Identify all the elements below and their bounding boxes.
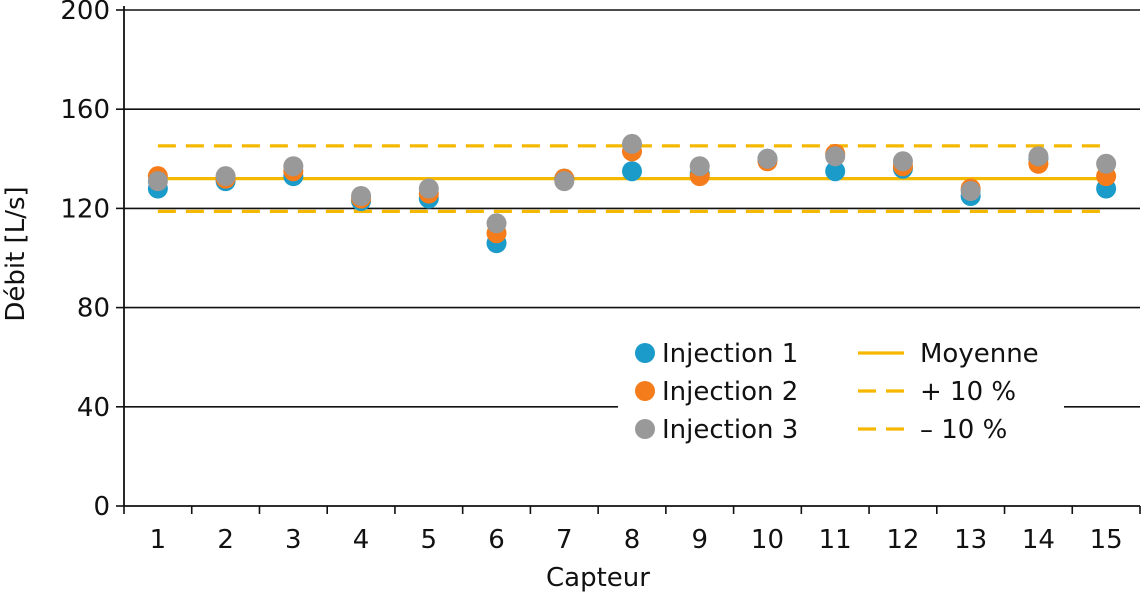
x-tick-label: 3 bbox=[285, 525, 302, 555]
x-tick-label: 7 bbox=[556, 525, 573, 555]
data-point bbox=[215, 166, 236, 187]
x-tick-label: 6 bbox=[488, 525, 505, 555]
y-tick-label: 40 bbox=[77, 393, 110, 423]
data-point bbox=[622, 161, 642, 182]
data-point bbox=[1096, 153, 1117, 174]
x-tick-label: 4 bbox=[353, 525, 370, 555]
data-point bbox=[622, 133, 642, 154]
data-point bbox=[757, 148, 778, 169]
data-point bbox=[351, 186, 372, 206]
data-points bbox=[147, 133, 1117, 254]
data-point bbox=[418, 178, 439, 199]
x-tick-label: 11 bbox=[819, 525, 852, 555]
y-axis-title: Débit [L/s] bbox=[1, 186, 31, 321]
legend-marker bbox=[635, 343, 655, 363]
y-tick-label: 200 bbox=[60, 0, 110, 26]
x-tick-label: 5 bbox=[421, 525, 438, 555]
legend-label: Injection 1 bbox=[662, 339, 798, 369]
data-point bbox=[892, 151, 913, 172]
x-tick-label: 10 bbox=[751, 525, 784, 555]
data-point bbox=[486, 213, 507, 234]
y-tick-label: 0 bbox=[93, 492, 110, 522]
x-tick-label: 13 bbox=[954, 525, 987, 555]
legend-label: – 10 % bbox=[920, 415, 1007, 445]
x-tick-label: 1 bbox=[150, 525, 167, 555]
legend-marker bbox=[635, 381, 655, 401]
legend-label: + 10 % bbox=[920, 377, 1016, 407]
y-tick-label: 80 bbox=[77, 294, 110, 324]
data-point bbox=[960, 181, 981, 202]
y-tick-label: 120 bbox=[60, 194, 110, 224]
y-tick-label: 160 bbox=[60, 95, 110, 125]
x-tick-label: 9 bbox=[691, 525, 708, 555]
x-tick-label: 15 bbox=[1090, 525, 1123, 555]
legend-label: Injection 3 bbox=[662, 415, 798, 445]
x-axis-title: Capteur bbox=[546, 563, 650, 593]
x-tick-label: 8 bbox=[624, 525, 641, 555]
data-point bbox=[825, 146, 846, 167]
legend-marker bbox=[635, 419, 655, 439]
legend-label: Moyenne bbox=[920, 339, 1039, 369]
data-point bbox=[689, 156, 710, 177]
grid-layer bbox=[124, 9, 1140, 408]
data-point bbox=[825, 161, 846, 182]
legend-label: Injection 2 bbox=[662, 377, 798, 407]
x-tick-label: 2 bbox=[217, 525, 234, 555]
legend: Injection 1 Injection 2 Injection 3 Moyenne… bbox=[618, 330, 1064, 448]
data-point bbox=[283, 156, 304, 177]
data-point bbox=[554, 171, 575, 192]
data-point bbox=[147, 171, 168, 192]
x-tick-label: 14 bbox=[1022, 525, 1055, 555]
legend-box bbox=[618, 330, 1064, 448]
x-tick-label: 12 bbox=[886, 525, 919, 555]
data-point bbox=[1028, 146, 1049, 167]
